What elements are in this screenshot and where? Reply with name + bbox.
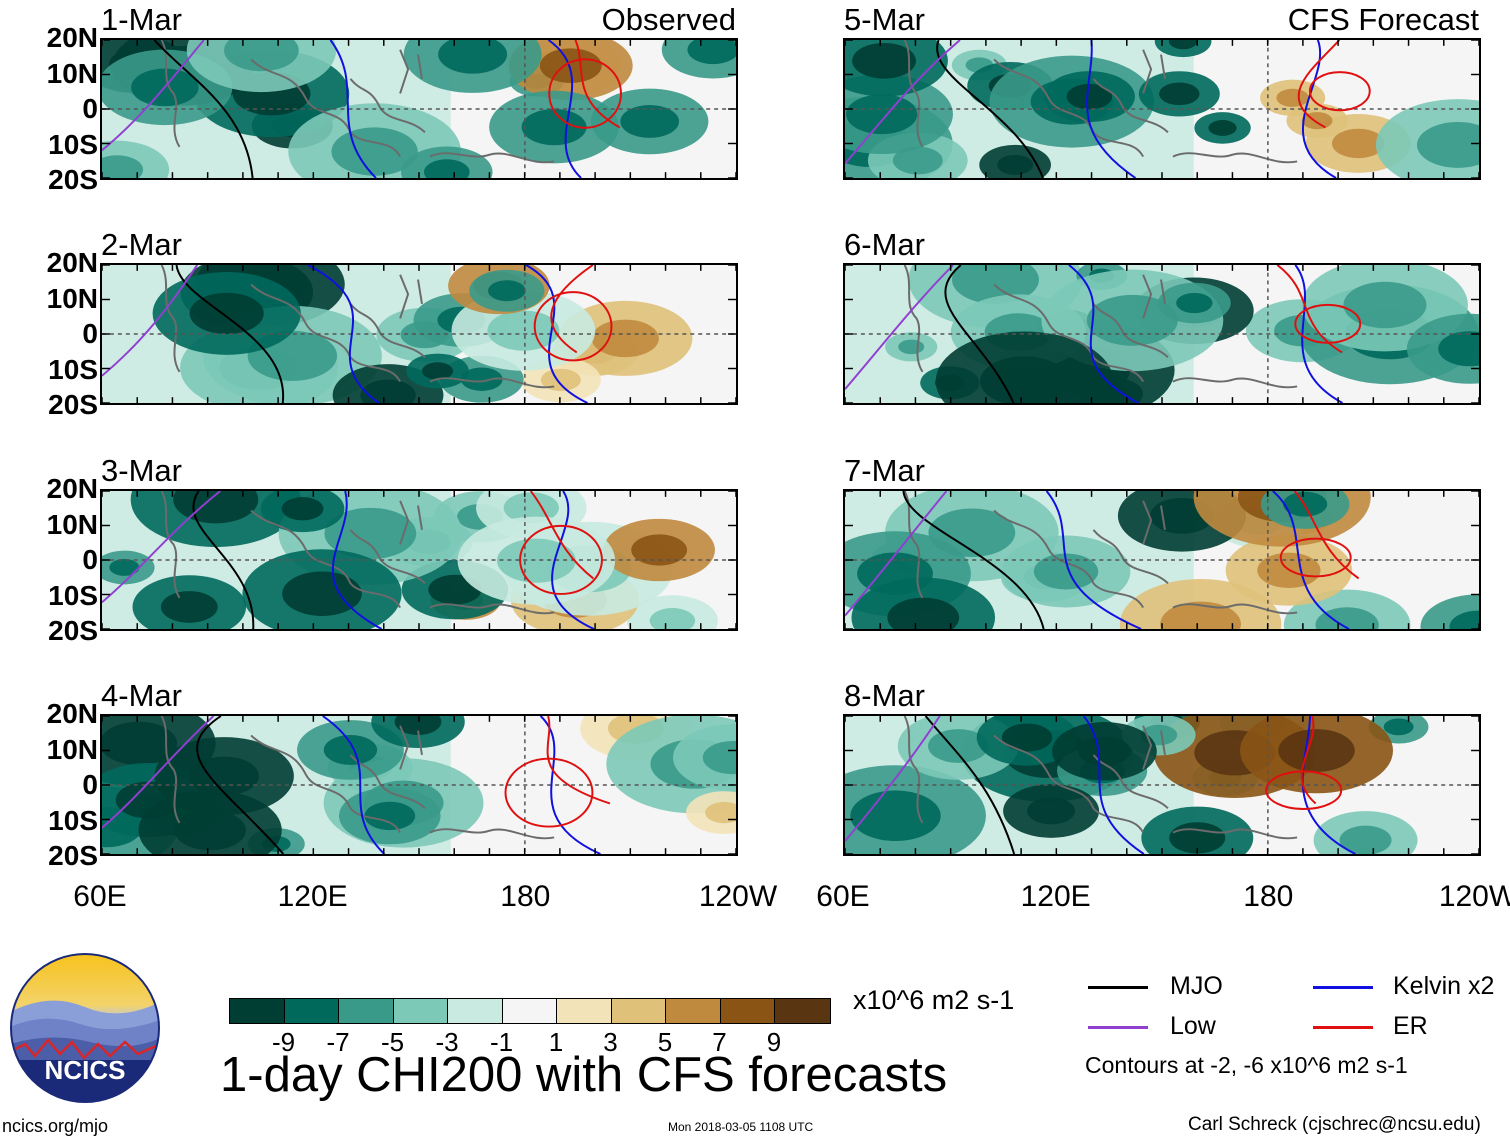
legend-line-mjo (1088, 986, 1148, 989)
footer-timestamp: Mon 2018-03-05 1108 UTC (668, 1120, 814, 1134)
map-field (845, 265, 1479, 403)
panel-date: 1-Mar (101, 2, 182, 37)
colorbar-tick-label: 1 (548, 1027, 564, 1057)
legend-label-kelvin: Kelvin x2 (1393, 972, 1495, 1000)
map-panel-2-mar (100, 263, 738, 405)
lon-tick-label: 60E (73, 880, 127, 913)
lat-tick-label: 10S (48, 804, 98, 836)
ncics-logo: NCICS (10, 953, 160, 1103)
colorbar-swatch (502, 999, 557, 1023)
legend-label-mjo: MJO (1170, 972, 1223, 1000)
lat-tick-label: 20N (46, 473, 98, 504)
colorbar-swatch (557, 999, 612, 1023)
map-panel-5-mar (843, 38, 1481, 180)
legend-line-low (1088, 1026, 1148, 1029)
lat-tick-label: 0 (82, 544, 98, 575)
footer-credit: Carl Schreck (cjschrec@ncsu.edu) (1188, 1114, 1481, 1135)
column-header: Observed (601, 2, 736, 37)
colorbar-swatch (339, 999, 394, 1023)
lat-tick-label: 10S (48, 579, 98, 611)
panel-date: 4-Mar (101, 678, 182, 713)
lat-tick-label: 20S (48, 389, 98, 420)
map-field (845, 491, 1479, 629)
lat-tick-label: 20S (48, 164, 98, 195)
map-panel-7-mar (843, 489, 1481, 631)
colorbar-tick-label: 3 (603, 1027, 618, 1057)
lat-tick-label: 10S (48, 353, 98, 385)
lon-tick-label: 180 (1243, 880, 1294, 913)
colorbar-tick-label: 5 (657, 1027, 673, 1057)
map-field (845, 40, 1479, 178)
panel-date: 2-Mar (101, 227, 182, 262)
lon-tick-label: 120E (1020, 880, 1091, 913)
lat-tick-label: 0 (82, 769, 98, 800)
map-panel-1-mar (100, 38, 738, 180)
panel-date: 5-Mar (844, 2, 925, 37)
chart-title: 1-day CHI200 with CFS forecasts (220, 1048, 948, 1102)
colorbar-swatch (720, 999, 775, 1023)
colorbar (229, 998, 831, 1024)
colorbar-tick-label: -3 (435, 1027, 459, 1057)
lat-tick-label: 10N (46, 57, 98, 89)
lon-tick-label: 120E (277, 880, 348, 913)
colorbar-tick-label: -1 (489, 1027, 514, 1057)
lon-tick-label: 60E (816, 880, 870, 913)
lon-tick-label: 180 (500, 880, 551, 913)
lat-tick-label: 20S (48, 840, 98, 871)
map-panel-3-mar (100, 489, 738, 631)
legend-line-er (1313, 1026, 1373, 1029)
map-field (102, 491, 736, 629)
lon-tick-label: 120W (1438, 880, 1510, 913)
panel-date: 6-Mar (844, 227, 925, 262)
map-panel-4-mar (100, 714, 738, 856)
colorbar-swatch (775, 999, 830, 1023)
lat-tick-label: 10N (46, 282, 98, 314)
colorbar-swatch (666, 999, 721, 1023)
colorbar-swatch (393, 999, 448, 1023)
logo-text: NCICS (45, 1055, 126, 1085)
colorbar-tick-label: -7 (326, 1027, 350, 1057)
map-panel-8-mar (843, 714, 1481, 856)
colorbar-tick-label: 7 (712, 1027, 727, 1057)
lat-tick-label: 10S (48, 128, 98, 160)
colorbar-swatch (448, 999, 503, 1023)
lat-tick-label: 0 (82, 93, 98, 124)
legend-line-kelvin (1313, 986, 1373, 989)
map-field (845, 716, 1479, 854)
lat-tick-label: 10N (46, 508, 98, 540)
lon-tick-label: 120W (698, 880, 778, 913)
map-panel-6-mar (843, 263, 1481, 405)
panel-date: 8-Mar (844, 678, 925, 713)
panel-date: 7-Mar (844, 453, 925, 488)
footer-url: ncics.org/mjo (2, 1116, 109, 1136)
legend-label-er: ER (1393, 1012, 1428, 1040)
colorbar-swatch (230, 999, 285, 1023)
lat-tick-label: 20N (46, 247, 98, 278)
lat-tick-label: 20N (46, 698, 98, 729)
panel-date: 3-Mar (101, 453, 182, 488)
colorbar-units: x10^6 m2 s-1 (853, 985, 1015, 1015)
legend-label-low: Low (1170, 1012, 1216, 1040)
lat-tick-label: 10N (46, 733, 98, 765)
column-header: CFS Forecast (1287, 2, 1479, 37)
contour-note: Contours at -2, -6 x10^6 m2 s-1 (1085, 1052, 1408, 1078)
colorbar-swatch (284, 999, 339, 1023)
map-field (102, 265, 736, 403)
colorbar-swatch (611, 999, 666, 1023)
map-field (102, 716, 736, 854)
colorbar-tick-label: -5 (380, 1027, 405, 1057)
colorbar-tick-label: 9 (766, 1027, 782, 1057)
colorbar-tick-label: -9 (271, 1027, 296, 1057)
lat-tick-label: 0 (82, 318, 98, 349)
lat-tick-label: 20S (48, 615, 98, 646)
lat-tick-label: 20N (46, 22, 98, 53)
map-field (102, 40, 736, 178)
